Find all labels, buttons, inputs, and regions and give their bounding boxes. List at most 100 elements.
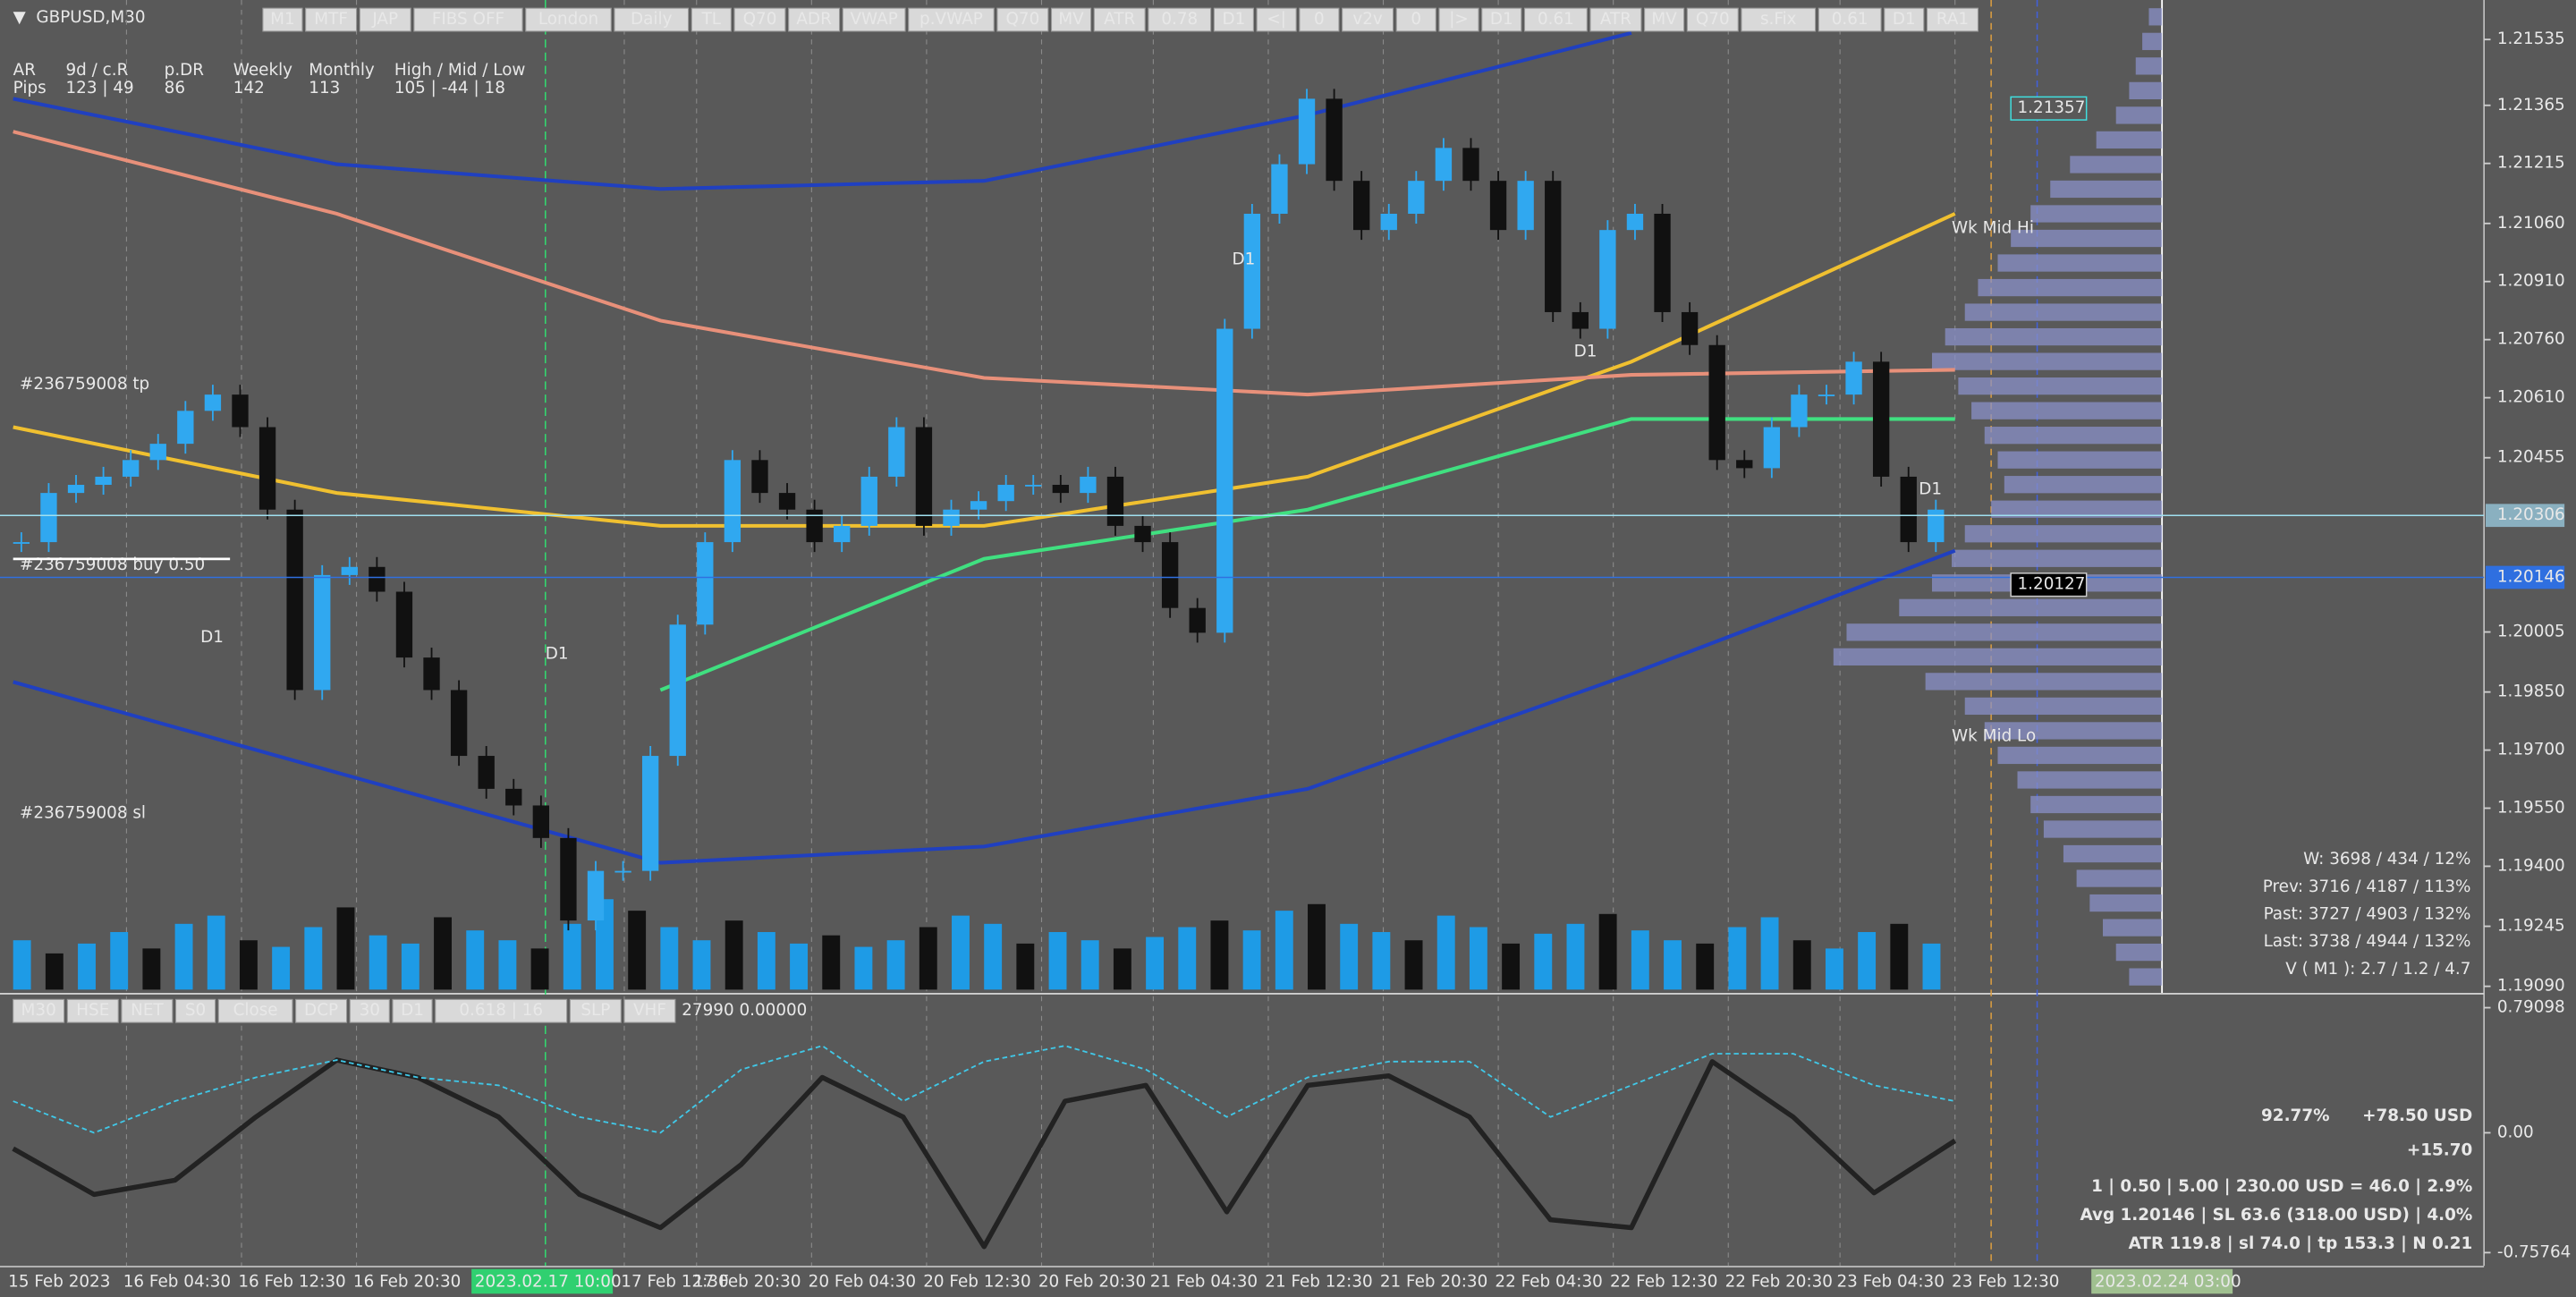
candle <box>997 485 1014 502</box>
toolbar-button-label[interactable]: Q70 <box>1005 10 1039 29</box>
toolbar-button-label[interactable]: 0.618 | 16 <box>459 1001 543 1020</box>
toolbar-button-label[interactable]: ADR <box>796 10 832 29</box>
toolbar-button[interactable] <box>1481 7 1522 32</box>
toolbar-button-label[interactable]: v2v <box>1352 10 1383 29</box>
toolbar-button-label[interactable]: S0 <box>185 1001 206 1020</box>
toolbar-button[interactable] <box>435 998 568 1023</box>
toolbar-button[interactable] <box>174 998 216 1023</box>
toolbar-button-label[interactable]: <| <box>1267 10 1286 29</box>
toolbar-button-label[interactable]: VHF <box>633 1001 666 1020</box>
volume-bar <box>1696 943 1715 990</box>
toolbar-button-label[interactable]: M30 <box>21 1001 56 1020</box>
volume-bar <box>434 917 452 990</box>
toolbar-button[interactable] <box>842 7 906 32</box>
toolbar-button[interactable] <box>1342 7 1394 32</box>
stats-header: p.DR <box>165 61 205 80</box>
toolbar-button-label[interactable]: 30 <box>360 1001 380 1020</box>
toolbar-button-label[interactable]: JAP <box>371 10 398 29</box>
toolbar-button[interactable] <box>1884 7 1925 32</box>
candle <box>587 870 605 921</box>
toolbar-button-label[interactable]: MV <box>1058 10 1084 29</box>
volume-bar <box>1436 915 1455 990</box>
toolbar-button[interactable] <box>305 7 358 32</box>
toolbar-button-label[interactable]: |> <box>1449 10 1469 29</box>
toolbar-button-label[interactable]: ATR <box>1600 10 1631 29</box>
toolbar-button-label[interactable]: M1 <box>270 10 295 29</box>
toolbar-button[interactable] <box>262 7 303 32</box>
d1-label: D1 <box>1233 250 1256 268</box>
volume-info: Past: 3727 / 4903 / 132% <box>2264 905 2471 924</box>
toolbar-button-label[interactable]: s.Fix <box>1760 10 1797 29</box>
toolbar-button[interactable] <box>217 998 293 1023</box>
toolbar-button[interactable] <box>1050 7 1092 32</box>
toolbar-button-label[interactable]: MV <box>1651 10 1677 29</box>
toolbar-button[interactable] <box>1589 7 1642 32</box>
toolbar-button[interactable] <box>66 998 119 1023</box>
profile-bar <box>2050 180 2163 199</box>
toolbar-button[interactable] <box>1213 7 1254 32</box>
toolbar-button[interactable] <box>413 7 523 32</box>
toolbar-button[interactable] <box>1644 7 1685 32</box>
toolbar-button-label[interactable]: FIBS OFF <box>432 10 504 29</box>
toolbar-button-label[interactable]: D1 <box>401 1001 424 1020</box>
toolbar-button[interactable] <box>392 998 433 1023</box>
toolbar-button-label[interactable]: TL <box>701 10 722 29</box>
toolbar-button-label[interactable]: Close <box>233 1001 278 1020</box>
toolbar-button-label[interactable]: Q70 <box>1696 10 1730 29</box>
candle <box>1435 148 1453 182</box>
toolbar-button[interactable] <box>614 7 690 32</box>
volume-bar <box>854 946 873 990</box>
toolbar-button[interactable] <box>1438 7 1479 32</box>
toolbar-button[interactable] <box>788 7 841 32</box>
toolbar-button[interactable] <box>525 7 612 32</box>
toolbar-button-label[interactable]: 0 <box>1411 10 1421 29</box>
profile-bar <box>2135 57 2163 75</box>
toolbar-button[interactable] <box>733 7 786 32</box>
toolbar-button[interactable] <box>623 998 676 1023</box>
toolbar-button-label[interactable]: NET <box>131 1001 164 1020</box>
toolbar-button[interactable] <box>1148 7 1212 32</box>
toolbar-button[interactable] <box>1926 7 1979 32</box>
toolbar-button-label[interactable]: D1 <box>1490 10 1513 29</box>
toolbar-button[interactable] <box>1523 7 1588 32</box>
toolbar-button[interactable] <box>295 998 348 1023</box>
annotation: #236759008 buy 0.50 <box>20 555 205 574</box>
toolbar-button-label[interactable]: 0 <box>1314 10 1325 29</box>
profile-bar <box>2148 8 2163 26</box>
volume-bar <box>110 932 129 990</box>
toolbar-button-label[interactable]: D1 <box>1893 10 1916 29</box>
stats-value: 123 | 49 <box>65 79 133 97</box>
toolbar-button-label[interactable]: DCP <box>304 1001 338 1020</box>
toolbar-button-label[interactable]: 0.61 <box>1832 10 1868 29</box>
toolbar-button-label[interactable]: 0.78 <box>1161 10 1198 29</box>
profile-bar <box>1964 697 2163 716</box>
toolbar-button[interactable] <box>13 998 65 1023</box>
toolbar-button[interactable] <box>359 7 411 32</box>
toolbar-button-label[interactable]: Daily <box>631 10 673 29</box>
toolbar-button-label[interactable]: VWAP <box>850 10 897 29</box>
toolbar-button[interactable] <box>1686 7 1739 32</box>
toolbar-button[interactable] <box>569 998 622 1023</box>
toolbar-button-label[interactable]: MTF <box>314 10 348 29</box>
toolbar-button[interactable] <box>1093 7 1146 32</box>
toolbar-button-label[interactable]: Q70 <box>743 10 777 29</box>
toolbar-button-label[interactable]: HSE <box>76 1001 109 1020</box>
toolbar-button-label[interactable]: D1 <box>1222 10 1245 29</box>
toolbar-button[interactable] <box>996 7 1049 32</box>
toolbar-button[interactable] <box>1256 7 1297 32</box>
toolbar-button-label[interactable]: 0.61 <box>1538 10 1574 29</box>
toolbar-button-label[interactable]: ATR <box>1104 10 1135 29</box>
toolbar-button[interactable] <box>908 7 995 32</box>
toolbar-button-label[interactable]: London <box>538 10 598 29</box>
toolbar-button-label[interactable]: p.VWAP <box>919 10 983 29</box>
toolbar-button[interactable] <box>1741 7 1817 32</box>
toolbar-button-label[interactable]: RA1 <box>1936 10 1969 29</box>
toolbar-button[interactable] <box>691 7 732 32</box>
toolbar-button-label[interactable]: SLP <box>580 1001 610 1020</box>
toolbar-button[interactable] <box>349 998 390 1023</box>
toolbar-button[interactable] <box>121 998 174 1023</box>
toolbar-button[interactable] <box>1299 7 1340 32</box>
toolbar-button[interactable] <box>1818 7 1882 32</box>
toolbar-button[interactable] <box>1395 7 1436 32</box>
